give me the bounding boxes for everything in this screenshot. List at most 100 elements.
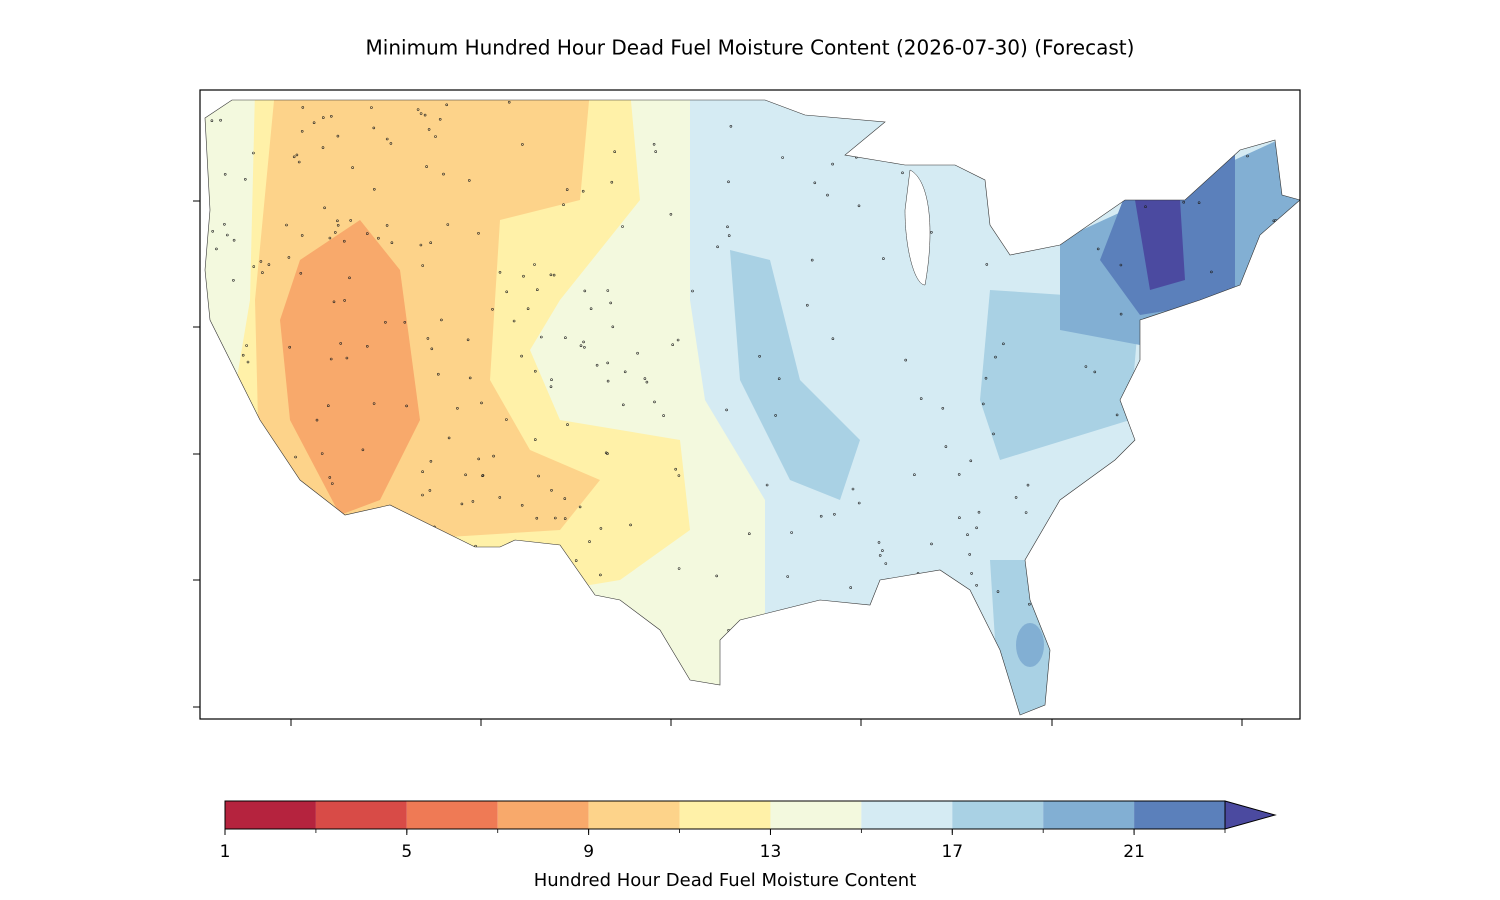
- station: [1198, 176, 1201, 180]
- colorbar-segment: [1134, 801, 1225, 829]
- station: [1271, 534, 1274, 538]
- station: [941, 406, 945, 410]
- station: [533, 263, 536, 266]
- station: [351, 166, 354, 169]
- station: [424, 541, 428, 545]
- station: [1057, 216, 1061, 219]
- station: [505, 290, 509, 294]
- station: [611, 325, 615, 329]
- station: [560, 606, 564, 610]
- station: [463, 640, 466, 644]
- station: [977, 510, 981, 514]
- station: [552, 273, 556, 277]
- station: [216, 684, 219, 687]
- station: [520, 354, 523, 358]
- station: [240, 435, 243, 439]
- station: [442, 172, 445, 176]
- station: [984, 376, 988, 380]
- station: [930, 542, 933, 546]
- station: [295, 489, 299, 493]
- station: [826, 193, 829, 197]
- station: [930, 231, 933, 234]
- station: [563, 497, 567, 500]
- station: [372, 402, 376, 405]
- station: [323, 663, 327, 667]
- station: [1226, 522, 1229, 525]
- moisture-zone: [1135, 200, 1185, 290]
- station: [343, 299, 346, 302]
- station: [975, 526, 978, 530]
- station: [533, 369, 537, 373]
- station: [759, 695, 763, 699]
- station: [348, 276, 351, 280]
- station: [878, 554, 882, 557]
- station: [539, 335, 543, 339]
- station: [429, 459, 433, 463]
- station: [423, 113, 427, 117]
- station: [574, 559, 578, 562]
- station: [292, 155, 296, 159]
- station: [416, 108, 420, 111]
- station: [385, 137, 389, 141]
- station: [240, 648, 244, 651]
- station: [674, 467, 678, 471]
- station: [1115, 413, 1119, 417]
- station: [205, 338, 209, 341]
- station: [676, 338, 680, 342]
- station: [781, 156, 784, 159]
- station: [579, 344, 583, 348]
- station: [1273, 301, 1277, 305]
- station: [329, 115, 333, 118]
- station: [1236, 527, 1239, 531]
- station: [1147, 597, 1150, 601]
- station: [863, 680, 866, 683]
- station: [300, 234, 304, 237]
- colorbar-segment: [1043, 801, 1135, 829]
- station: [901, 171, 904, 175]
- station: [810, 258, 814, 262]
- station: [1072, 570, 1076, 574]
- station: [564, 336, 567, 340]
- station: [445, 103, 449, 107]
- station: [923, 157, 927, 160]
- station: [425, 579, 429, 583]
- station: [609, 656, 612, 659]
- station: [578, 505, 582, 509]
- station: [835, 693, 839, 697]
- station: [1209, 586, 1212, 590]
- station: [421, 493, 424, 497]
- colorbar-tick-label: 13: [760, 842, 782, 862]
- station: [1091, 153, 1095, 156]
- station: [727, 180, 730, 184]
- station: [762, 708, 765, 711]
- station: [405, 404, 408, 408]
- station: [214, 701, 217, 705]
- station: [613, 150, 617, 153]
- frame-ticks: [193, 200, 1243, 726]
- station: [1107, 120, 1110, 123]
- station: [621, 403, 625, 407]
- station: [372, 188, 376, 191]
- station: [1193, 625, 1196, 629]
- station: [904, 358, 908, 362]
- station: [606, 361, 610, 365]
- station: [205, 476, 208, 479]
- station: [512, 319, 516, 323]
- station: [297, 160, 301, 164]
- station: [252, 569, 255, 573]
- station: [1193, 565, 1196, 569]
- station: [1054, 614, 1058, 618]
- station: [349, 219, 353, 222]
- station: [294, 455, 297, 459]
- station: [205, 611, 208, 615]
- station: [1234, 392, 1238, 396]
- station: [321, 146, 325, 149]
- station: [1150, 422, 1153, 426]
- station: [456, 406, 459, 410]
- station: [334, 545, 338, 549]
- colorbar-tick-label: 21: [1123, 842, 1145, 862]
- station: [1024, 511, 1028, 514]
- station: [223, 223, 226, 226]
- station: [1077, 602, 1080, 606]
